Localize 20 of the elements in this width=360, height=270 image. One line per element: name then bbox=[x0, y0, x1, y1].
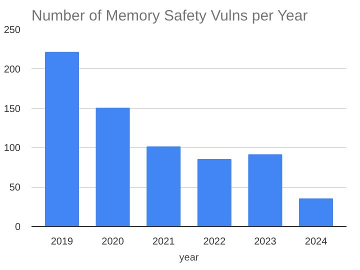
x-axis-title: year bbox=[179, 252, 200, 264]
bar bbox=[44, 52, 79, 226]
bar bbox=[299, 198, 334, 226]
x-tick-label: 2024 bbox=[304, 236, 328, 248]
x-tick-label: 2019 bbox=[50, 236, 74, 248]
x-tick-label: 2023 bbox=[254, 236, 277, 248]
y-tick-label: 0 bbox=[14, 222, 21, 233]
bar bbox=[96, 108, 130, 226]
x-tick-label: 2020 bbox=[102, 236, 124, 248]
bar bbox=[248, 154, 282, 226]
y-tick-label: 200 bbox=[4, 64, 21, 76]
chart-title: Number of Memory Safety Vulns per Year bbox=[32, 8, 308, 24]
y-tick-label: 100 bbox=[4, 143, 21, 154]
bar bbox=[197, 159, 232, 226]
y-tick-label: 150 bbox=[4, 104, 21, 115]
bar bbox=[146, 146, 181, 226]
y-tick-label: 250 bbox=[4, 25, 21, 36]
y-tick-label: 50 bbox=[9, 182, 21, 194]
x-tick-label: 2021 bbox=[152, 236, 176, 248]
x-tick-label: 2022 bbox=[203, 236, 226, 248]
